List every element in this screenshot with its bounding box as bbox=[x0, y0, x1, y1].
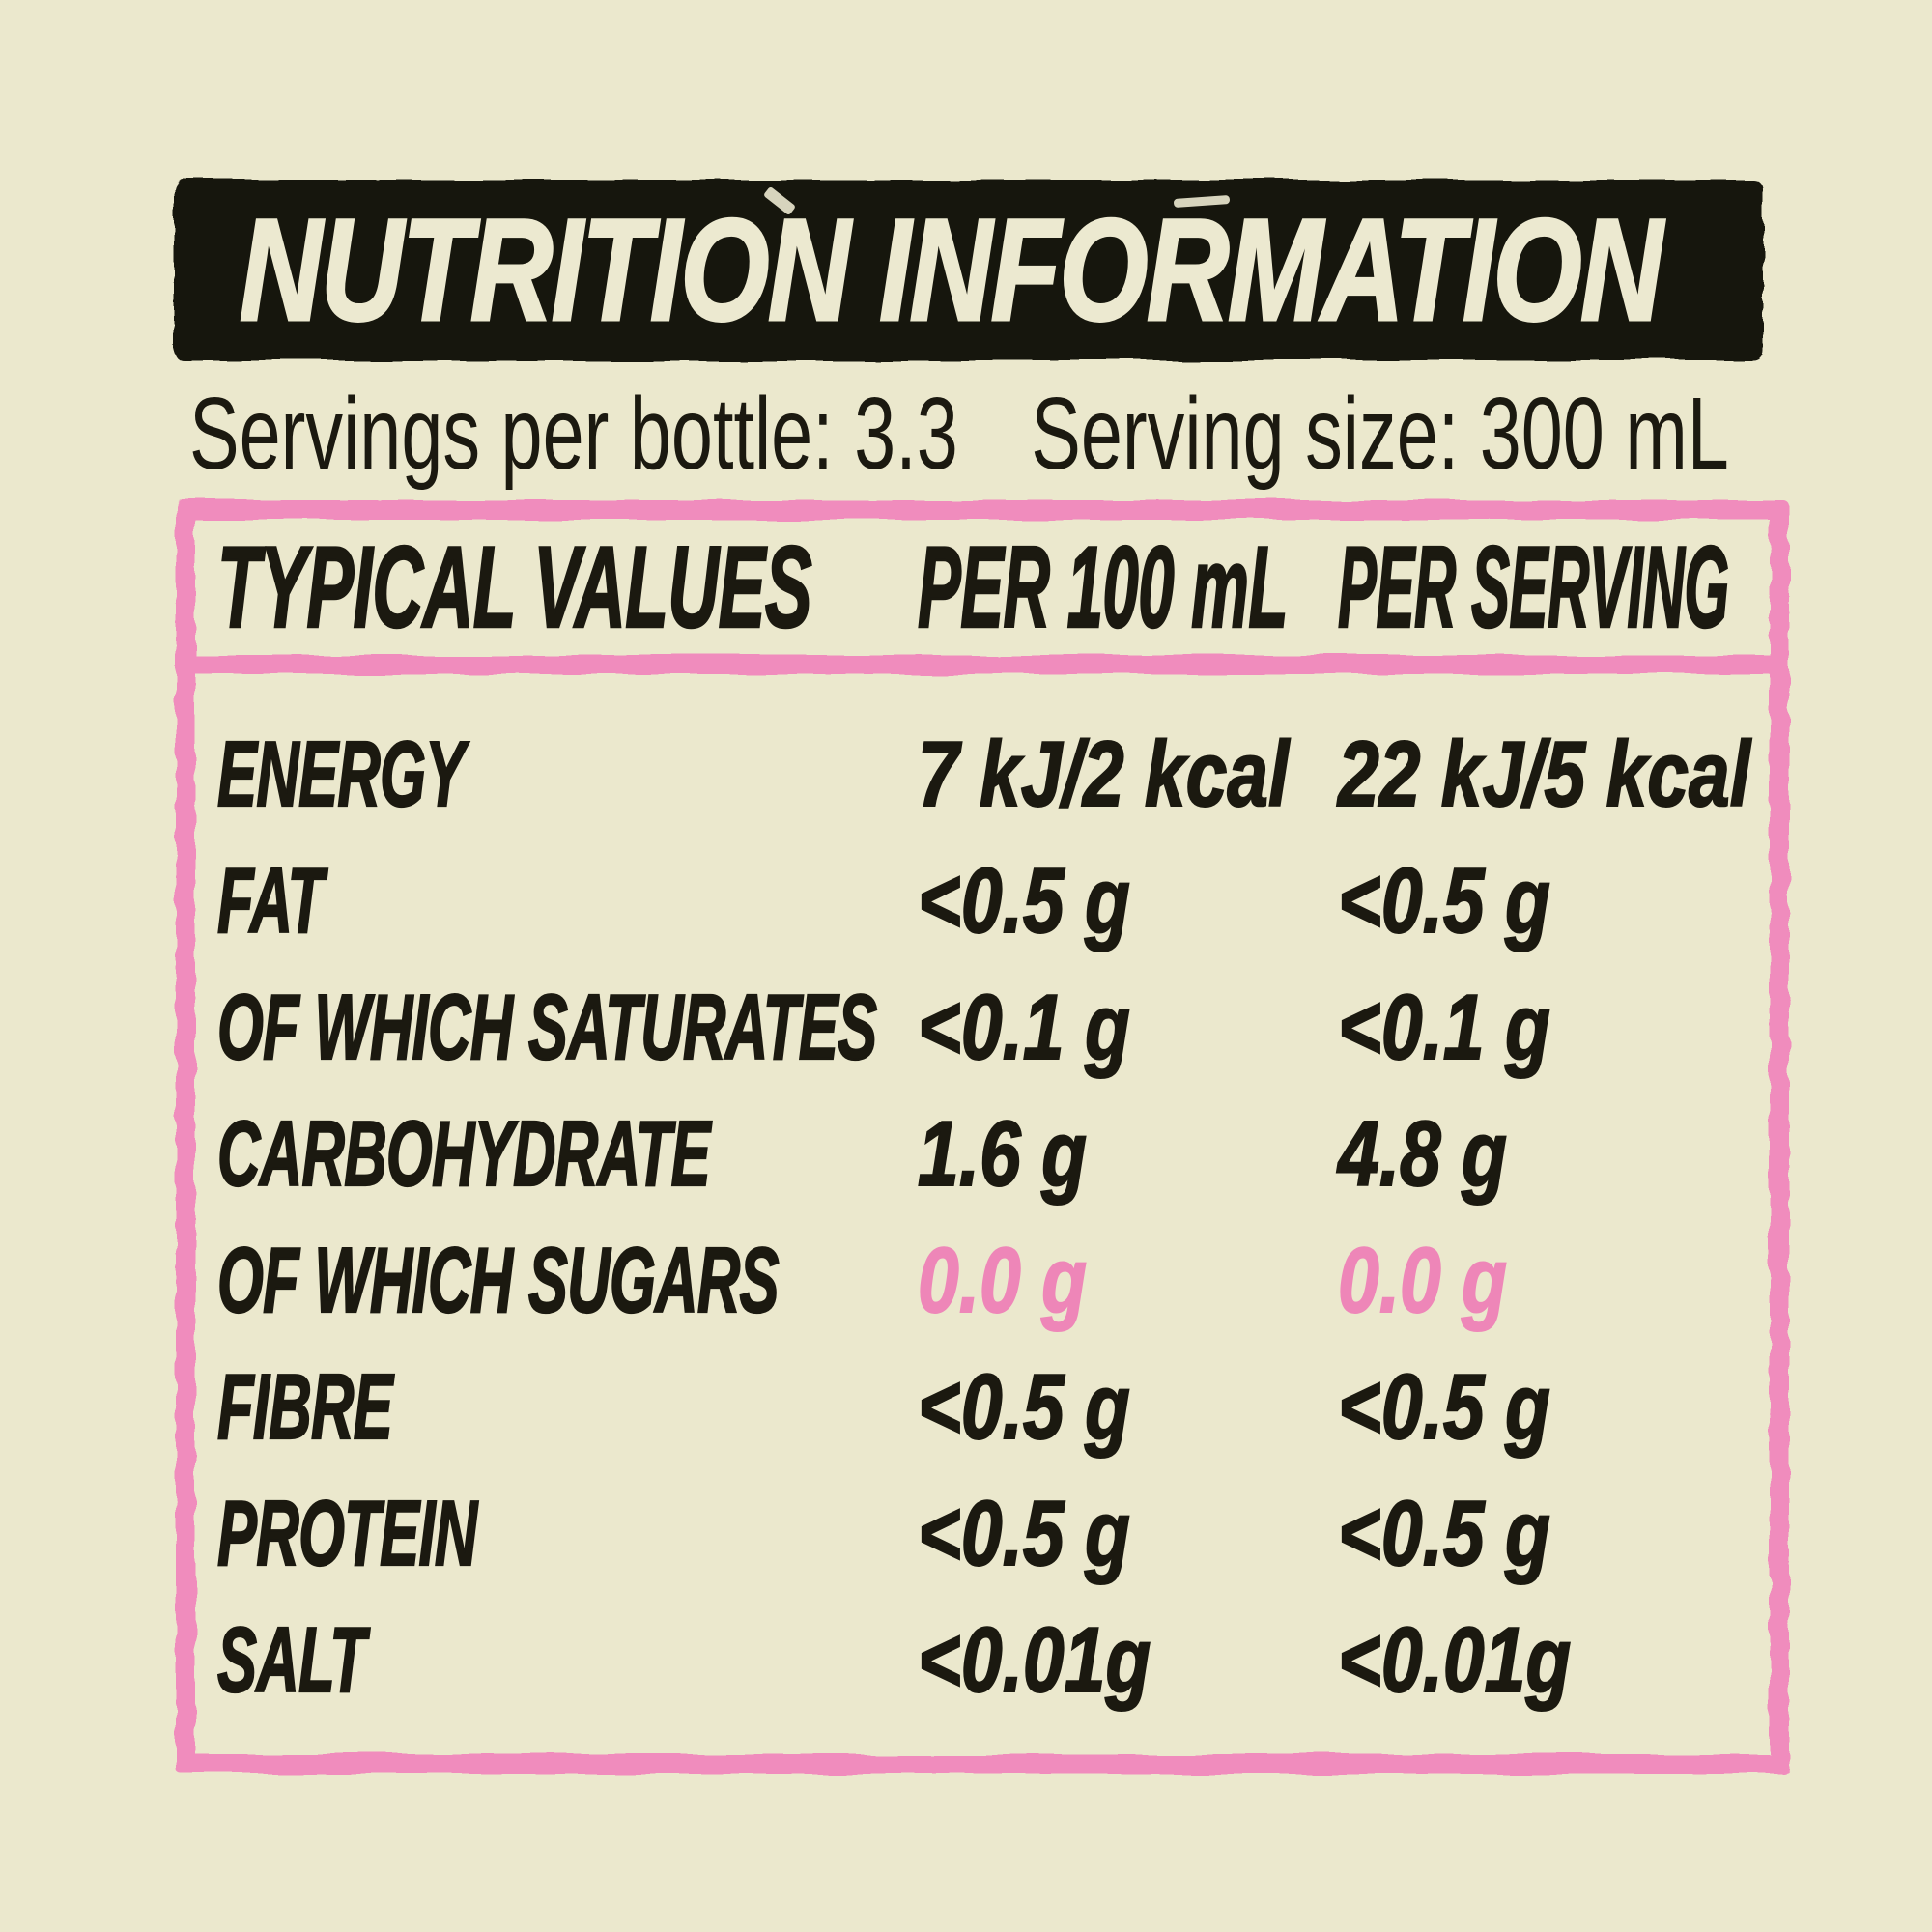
header-divider bbox=[189, 655, 1776, 674]
title-band: NUTRITION INFORMATION bbox=[174, 180, 1763, 360]
per-100ml-cell: 0.0 g bbox=[917, 1228, 1338, 1334]
value-per-100ml: <0.5 g bbox=[917, 1481, 1130, 1586]
per-serving-cell: <0.5 g bbox=[1337, 1481, 1764, 1587]
title-band-background bbox=[174, 180, 1763, 360]
column-header-typical-values: TYPICAL VALUES bbox=[216, 522, 812, 654]
nutrient-label-cell: OF WHICH SATURATES bbox=[216, 974, 918, 1081]
nutrient-label-cell: SALT bbox=[216, 1606, 918, 1714]
nutrient-label: OF WHICH SUGARS bbox=[216, 1227, 780, 1332]
per-100ml-cell: <0.5 g bbox=[917, 1354, 1338, 1461]
per-serving-cell: <0.5 g bbox=[1337, 848, 1764, 954]
per-100ml-cell: <0.1 g bbox=[917, 975, 1338, 1081]
value-per-100ml: 0.0 g bbox=[917, 1228, 1088, 1333]
nutrient-row: FAT <0.5 g <0.5 g bbox=[216, 838, 1764, 964]
per-100ml-cell: <0.5 g bbox=[917, 1481, 1338, 1587]
nutrient-row: ENERGY 7 kJ/2 kcal 22 kJ/5 kcal bbox=[216, 711, 1764, 838]
nutrient-row: SALT <0.01g <0.01g bbox=[216, 1597, 1764, 1723]
nutrient-row: FIBRE <0.5 g <0.5 g bbox=[216, 1344, 1764, 1470]
value-per-serving: 4.8 g bbox=[1337, 1101, 1508, 1207]
nutrient-row: PROTEIN <0.5 g <0.5 g bbox=[216, 1470, 1764, 1597]
value-per-serving: 22 kJ/5 kcal bbox=[1337, 722, 1751, 827]
value-per-100ml: 7 kJ/2 kcal bbox=[917, 722, 1290, 827]
value-per-serving: <0.5 g bbox=[1337, 848, 1550, 953]
nutrient-label: ENERGY bbox=[216, 721, 466, 826]
value-per-100ml: <0.1 g bbox=[917, 975, 1130, 1080]
value-per-serving: <0.5 g bbox=[1337, 1481, 1550, 1586]
per-100ml-cell: 7 kJ/2 kcal bbox=[917, 722, 1338, 828]
nutrient-label: FAT bbox=[216, 847, 325, 952]
nutrient-rows: ENERGY 7 kJ/2 kcal 22 kJ/5 kcal FAT <0.5… bbox=[216, 711, 1764, 1723]
table-header-row: TYPICAL VALUES PER 100 mL PER SERVING bbox=[216, 520, 1764, 655]
nutrient-label-cell: PROTEIN bbox=[216, 1480, 918, 1587]
value-per-serving: <0.1 g bbox=[1337, 975, 1550, 1080]
nutrient-label-cell: FAT bbox=[216, 847, 918, 954]
nutrient-row: OF WHICH SATURATES <0.1 g <0.1 g bbox=[216, 964, 1764, 1091]
per-serving-cell: <0.5 g bbox=[1337, 1354, 1764, 1461]
per-100ml-cell: <0.01g bbox=[917, 1607, 1338, 1714]
per-serving-cell: 4.8 g bbox=[1337, 1101, 1764, 1208]
per-100ml-cell: 1.6 g bbox=[917, 1101, 1338, 1208]
per-serving-cell: <0.1 g bbox=[1337, 975, 1764, 1081]
value-per-serving: <0.01g bbox=[1337, 1607, 1572, 1713]
column-header-per-100ml: PER 100 mL bbox=[917, 522, 1289, 654]
nutrient-label: PROTEIN bbox=[216, 1480, 478, 1585]
nutrition-table: TYPICAL VALUES PER 100 mL PER SERVING EN… bbox=[195, 520, 1770, 1754]
page-title: NUTRITION INFORMATION bbox=[239, 187, 1664, 353]
servings-line: Servings per bottle: 3.3 Serving size: 3… bbox=[189, 380, 1729, 488]
value-per-100ml: <0.5 g bbox=[917, 848, 1130, 953]
column-header-per-serving: PER SERVING bbox=[1337, 522, 1729, 654]
nutrient-row: CARBOHYDRATE 1.6 g 4.8 g bbox=[216, 1091, 1764, 1217]
value-per-serving: <0.5 g bbox=[1337, 1354, 1550, 1460]
value-per-100ml: 1.6 g bbox=[917, 1101, 1088, 1207]
value-per-100ml: <0.5 g bbox=[917, 1354, 1130, 1460]
table-border bbox=[176, 500, 1789, 1774]
nutrient-label-cell: OF WHICH SUGARS bbox=[216, 1227, 918, 1334]
per-serving-cell: <0.01g bbox=[1337, 1607, 1764, 1714]
nutrient-label: FIBRE bbox=[216, 1353, 393, 1459]
serving-size: Serving size: 300 mL bbox=[1031, 377, 1729, 491]
nutrient-label-cell: FIBRE bbox=[216, 1353, 918, 1461]
nutrient-label: SALT bbox=[216, 1606, 366, 1712]
nutrient-label-cell: CARBOHYDRATE bbox=[216, 1100, 918, 1208]
per-serving-cell: 22 kJ/5 kcal bbox=[1337, 722, 1854, 828]
servings-per-bottle: Servings per bottle: 3.3 bbox=[189, 377, 958, 491]
nutrient-label: OF WHICH SATURATES bbox=[216, 974, 878, 1079]
value-per-serving: 0.0 g bbox=[1337, 1228, 1508, 1333]
value-per-100ml: <0.01g bbox=[917, 1607, 1151, 1713]
nutrient-label-cell: ENERGY bbox=[216, 721, 918, 828]
nutrient-label: CARBOHYDRATE bbox=[216, 1100, 711, 1206]
per-serving-cell: 0.0 g bbox=[1337, 1228, 1764, 1334]
per-100ml-cell: <0.5 g bbox=[917, 848, 1338, 954]
nutrient-row: OF WHICH SUGARS 0.0 g 0.0 g bbox=[216, 1217, 1764, 1344]
